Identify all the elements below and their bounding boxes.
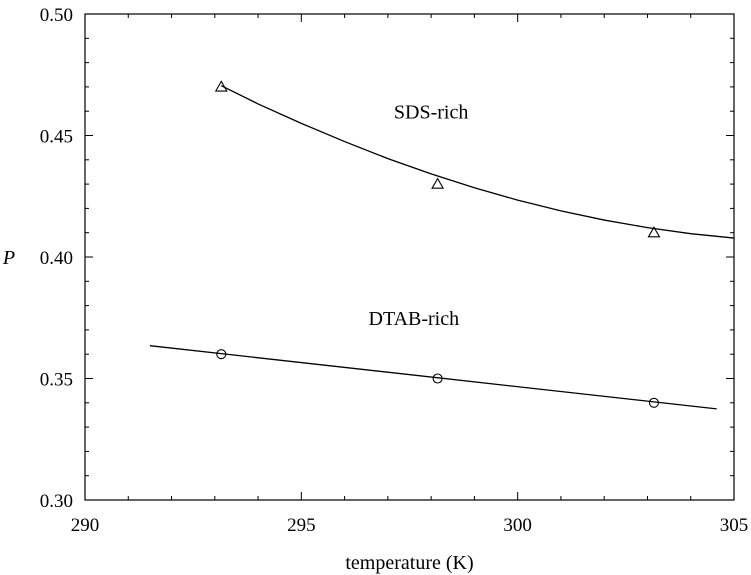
y-tick-label: 0.40 <box>40 248 73 269</box>
sds-rich-label: SDS-rich <box>394 101 468 123</box>
dtab-rich-label: DTAB-rich <box>369 308 460 330</box>
y-tick-label: 0.30 <box>40 491 73 512</box>
plot-frame <box>84 13 735 501</box>
x-tick-label: 290 <box>71 515 100 536</box>
dtab-rich-point <box>648 397 660 408</box>
x-tick-label: 300 <box>503 515 532 536</box>
dtab-rich-point <box>432 373 443 384</box>
sds-rich-fit-line <box>221 85 735 239</box>
data-markers <box>214 80 661 408</box>
x-axis-label: temperature (K) <box>345 552 473 574</box>
y-tick-label: 0.50 <box>40 5 73 26</box>
dtab-rich-point <box>216 349 227 360</box>
x-tick-label: 295 <box>287 515 316 536</box>
sds-rich-point <box>431 177 445 189</box>
y-axis-label: P <box>2 247 15 269</box>
tick-labels: 290 295 300 305 0.30 0.35 0.40 0.45 0.50 <box>40 5 749 536</box>
x-tick-label: 305 <box>720 515 749 536</box>
series-lines <box>149 85 735 410</box>
y-tick-label: 0.35 <box>40 370 73 391</box>
annotations: SDS-rich DTAB-rich <box>369 101 469 330</box>
y-tick-label: 0.45 <box>40 127 73 148</box>
axis-ticks <box>84 13 735 501</box>
sds-rich-point <box>647 226 661 238</box>
sds-rich-point <box>214 80 228 92</box>
